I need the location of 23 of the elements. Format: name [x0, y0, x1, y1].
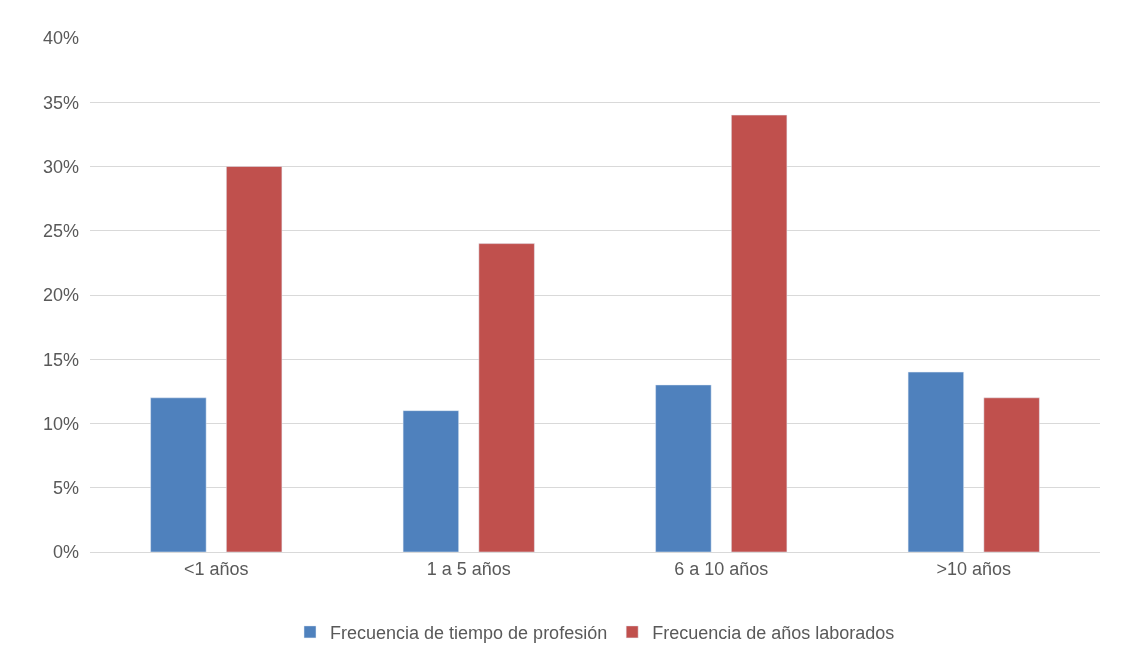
y-tick-label: 15%	[42, 349, 79, 370]
y-tick-label: 20%	[42, 285, 79, 306]
bar	[150, 397, 207, 552]
bar	[226, 166, 283, 552]
bar	[983, 397, 1040, 552]
bar	[655, 384, 712, 552]
x-tick-label: <1 años	[183, 558, 249, 579]
x-tick-label: 6 a 10 años	[674, 558, 769, 579]
x-tick-label: 1 a 5 años	[426, 558, 511, 579]
y-tick-label: 25%	[42, 221, 79, 242]
y-tick-label: 5%	[52, 478, 79, 499]
bar	[478, 243, 535, 552]
y-tick-label: 0%	[52, 542, 79, 563]
y-tick-label: 10%	[42, 413, 79, 434]
bar	[907, 371, 964, 552]
legend-label: Frecuencia de años laborados	[652, 622, 895, 643]
x-tick-label: >10 años	[936, 558, 1012, 579]
y-tick-label: 35%	[42, 92, 79, 113]
bar	[731, 114, 788, 552]
bar	[402, 410, 459, 552]
legend-label: Frecuencia de tiempo de profesión	[330, 622, 608, 643]
y-tick-label: 40%	[42, 28, 79, 49]
y-tick-label: 30%	[42, 156, 79, 177]
